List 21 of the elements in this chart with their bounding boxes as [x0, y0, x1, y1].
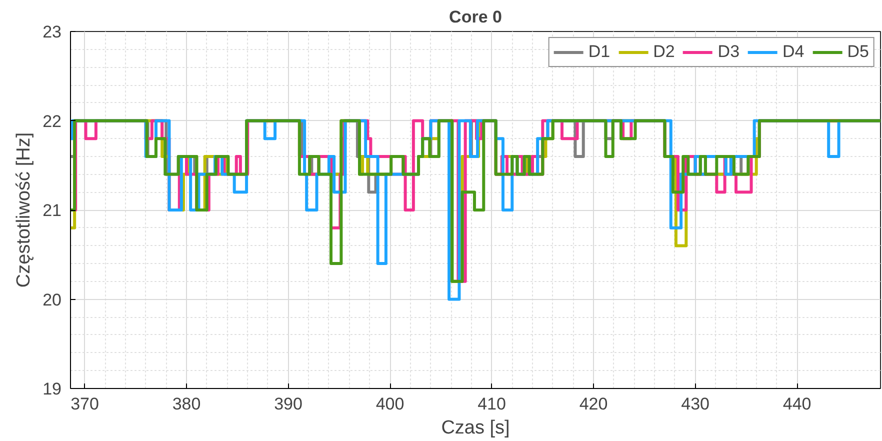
- y-tick-label: 22: [42, 112, 62, 131]
- chart-title: Core 0: [449, 8, 502, 26]
- x-tick-label: 370: [70, 394, 99, 414]
- x-tick-label: 420: [579, 394, 608, 414]
- x-axis-title: Czas [s]: [441, 418, 510, 438]
- legend-label: D2: [653, 42, 675, 62]
- y-tick-label: 19: [42, 380, 62, 398]
- x-tick-label: 380: [172, 394, 201, 414]
- legend-label: D3: [718, 42, 740, 62]
- x-tick-label: 410: [478, 394, 506, 414]
- y-tick-label: 20: [42, 290, 62, 310]
- x-tick-label: 400: [376, 394, 404, 414]
- x-tick-label: 390: [274, 394, 302, 414]
- legend-label: D1: [588, 42, 610, 62]
- x-tick-label: 440: [782, 394, 812, 414]
- x-tick-label: 430: [681, 394, 710, 414]
- y-axis-title: Częstotliwość [Hz]: [14, 132, 35, 288]
- legend-label: D5: [847, 42, 869, 62]
- y-tick-label: 23: [42, 22, 62, 42]
- legend-label: D4: [782, 42, 804, 62]
- y-tick-label: 21: [42, 201, 62, 220]
